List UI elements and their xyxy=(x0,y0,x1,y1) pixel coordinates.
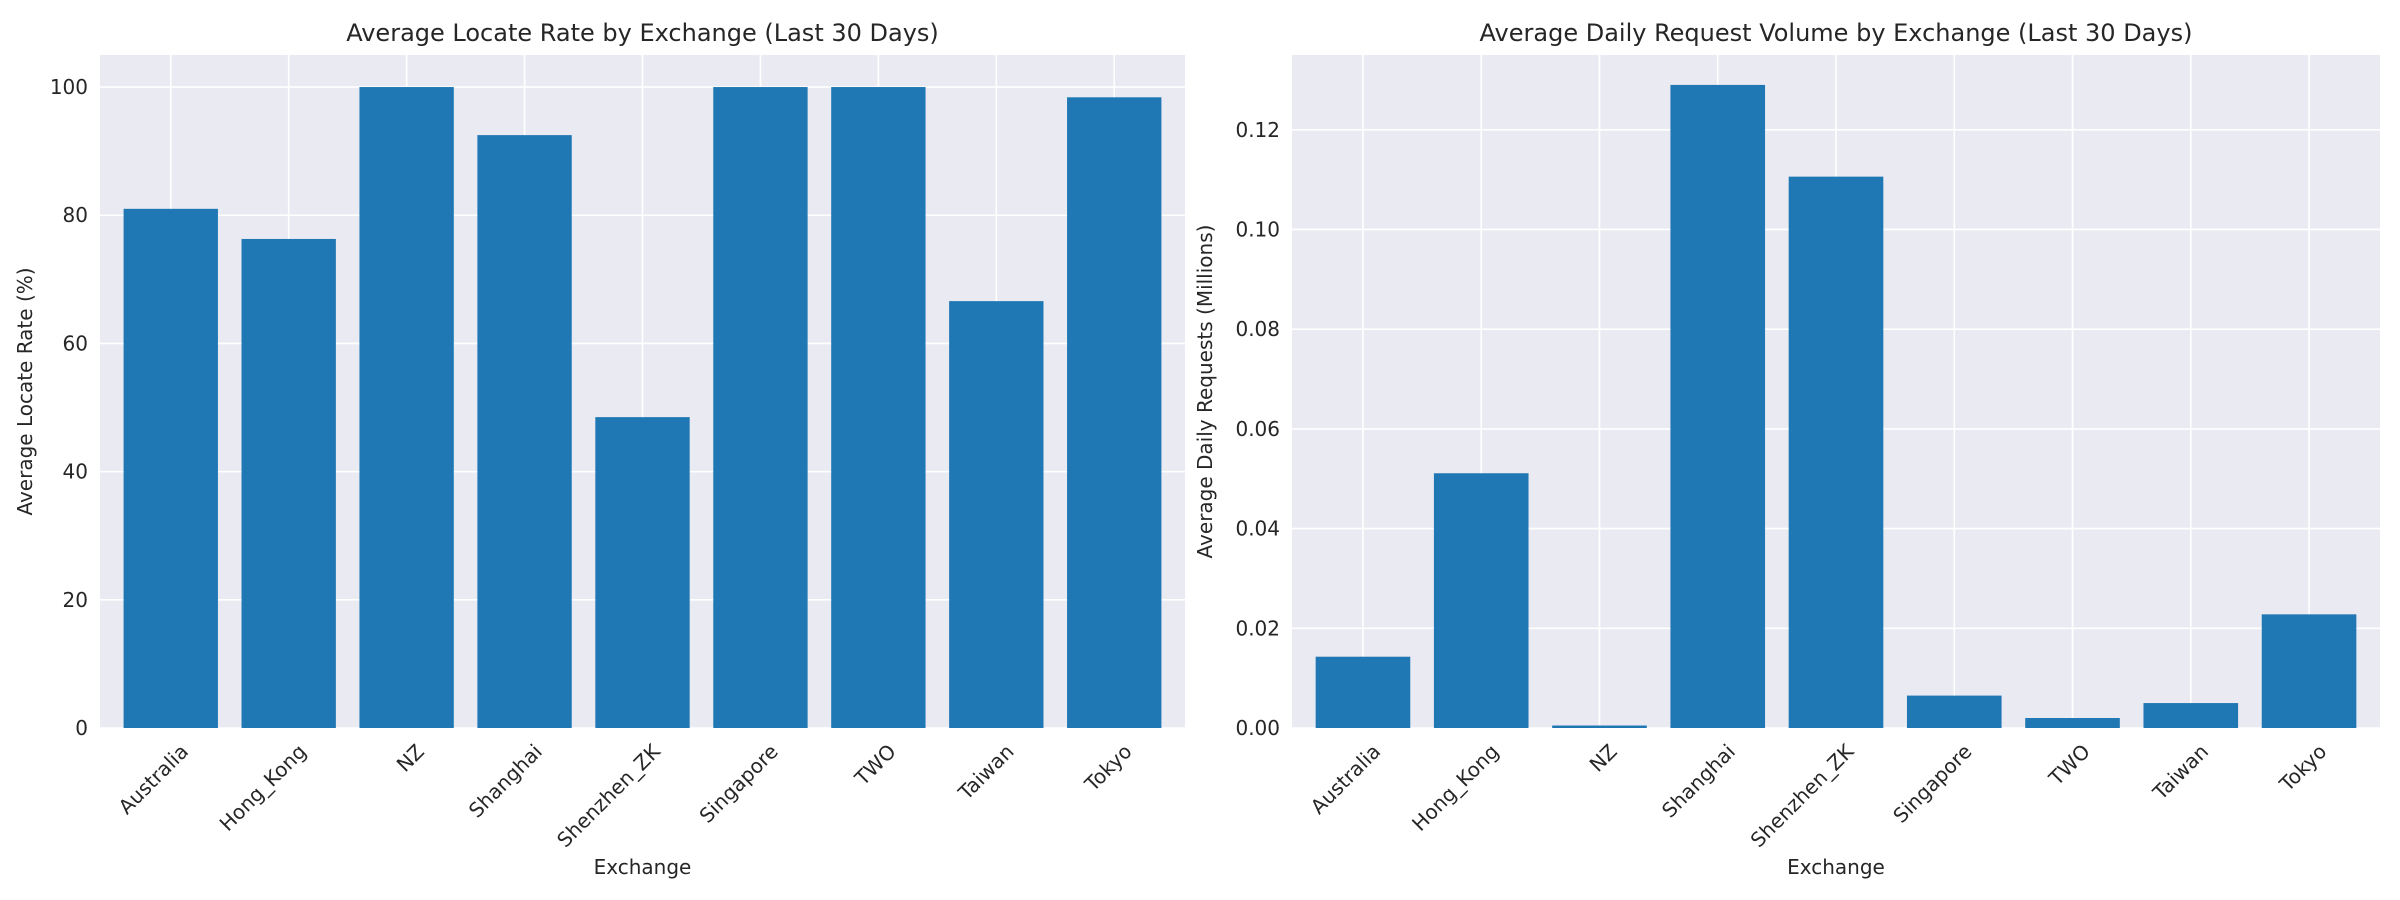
locate-rate-x-tick-label: Hong_Kong xyxy=(215,739,311,835)
request-volume-bar-australia xyxy=(1315,656,1411,728)
request-volume-x-tick-label: Tokyo xyxy=(2274,739,2331,796)
request-volume-x-tick-label: Hong_Kong xyxy=(1407,739,1503,835)
request-volume-x-axis-label: Exchange xyxy=(1787,855,1885,879)
locate-rate-y-tick-label: 0 xyxy=(75,716,88,740)
request-volume-y-tick-label: 0.12 xyxy=(1235,118,1280,142)
request-volume-chart-title: Average Daily Request Volume by Exchange… xyxy=(1480,19,2193,47)
locate-rate-x-tick-label: Shanghai xyxy=(464,739,547,822)
locate-rate-bar-tokyo xyxy=(1067,97,1162,728)
locate-rate-y-tick-label: 100 xyxy=(50,75,88,99)
request-volume-bar-taiwan xyxy=(2143,703,2239,728)
request-volume-bar-hong-kong xyxy=(1433,473,1529,728)
request-volume-y-axis-label: Average Daily Requests (Millions) xyxy=(1193,225,1217,559)
locate-rate-x-tick-label: Australia xyxy=(114,739,194,819)
locate-rate-x-tick-label: Tokyo xyxy=(1079,739,1136,796)
request-volume-x-tick-label: Australia xyxy=(1306,739,1386,819)
locate-rate-bar-australia xyxy=(123,208,218,729)
request-volume-bar-tokyo xyxy=(2261,614,2357,728)
locate-rate-x-tick-label: Taiwan xyxy=(953,739,1019,805)
locate-rate-bar-nz xyxy=(359,87,454,729)
locate-rate-bar-shenzhen-zk xyxy=(595,417,690,728)
request-volume-y-tick-label: 0.04 xyxy=(1235,517,1280,541)
request-volume-y-tick-label: 0.10 xyxy=(1235,217,1280,241)
locate-rate-chart: 0 20 40 60 80 100 Australia Hong_Kong NZ Shanghai… xyxy=(13,19,1185,879)
request-volume-x-tick-label: TWO xyxy=(2043,739,2094,790)
request-volume-x-tick-label: Shenzhen_ZK xyxy=(1746,739,1859,852)
locate-rate-y-tick-label: 20 xyxy=(63,588,88,612)
request-volume-bar-two xyxy=(2025,718,2120,728)
locate-rate-x-tick-label: TWO xyxy=(849,739,900,790)
request-volume-y-tick-label: 0.00 xyxy=(1235,716,1280,740)
locate-rate-x-tick-label: Singapore xyxy=(694,739,782,827)
request-volume-x-tick-label: Singapore xyxy=(1888,739,1976,827)
request-volume-bar-shenzhen-zk xyxy=(1788,176,1884,728)
locate-rate-x-tick-label: Shenzhen_ZK xyxy=(552,739,665,852)
locate-rate-bar-shanghai xyxy=(477,135,572,729)
locate-rate-bar-singapore xyxy=(713,87,808,729)
locate-rate-y-axis-label: Average Locate Rate (%) xyxy=(13,267,37,515)
locate-rate-x-tick-label: NZ xyxy=(392,739,429,776)
request-volume-bar-singapore xyxy=(1906,695,2002,728)
request-volume-x-tick-label: Shanghai xyxy=(1657,739,1740,822)
locate-rate-y-tick-label: 40 xyxy=(63,460,88,484)
request-volume-y-tick-label: 0.06 xyxy=(1235,417,1280,441)
request-volume-chart: 0.00 0.02 0.04 0.06 0.08 0.10 0.12 Australia Hon… xyxy=(1193,19,2380,879)
request-volume-y-tick-label: 0.08 xyxy=(1235,317,1280,341)
request-volume-x-tick-label: Taiwan xyxy=(2147,739,2213,805)
locate-rate-y-tick-label: 60 xyxy=(63,331,88,355)
request-volume-y-tick-label: 0.02 xyxy=(1235,616,1280,640)
locate-rate-x-axis-label: Exchange xyxy=(594,855,692,879)
locate-rate-bar-taiwan xyxy=(949,301,1044,728)
request-volume-bar-nz xyxy=(1552,725,1647,728)
request-volume-x-tick-label: NZ xyxy=(1585,739,1622,776)
locate-rate-y-tick-label: 80 xyxy=(63,203,88,227)
request-volume-bar-shanghai xyxy=(1670,84,1766,728)
locate-rate-bar-two xyxy=(831,87,926,729)
locate-rate-chart-title: Average Locate Rate by Exchange (Last 30… xyxy=(346,19,939,47)
locate-rate-bar-hong-kong xyxy=(241,238,336,728)
